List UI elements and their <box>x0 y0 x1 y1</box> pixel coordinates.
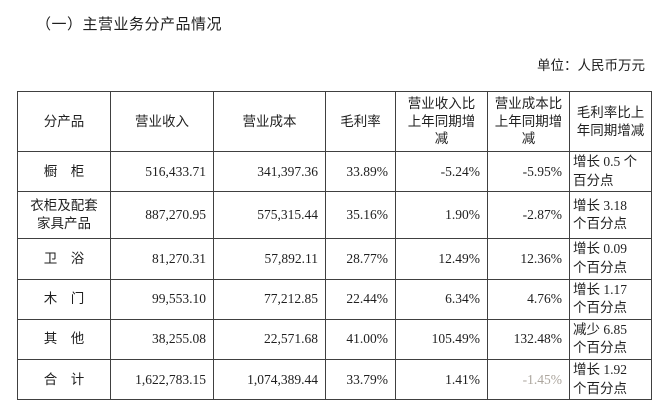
cell-cost: 22,571.68 <box>213 318 326 361</box>
header-row: 分产品 营业收入 营业成本 毛利率 营业收入比 上年同期增 减 营业成本比 上年… <box>17 91 652 152</box>
cell-cost-change: 12.36% <box>487 238 570 280</box>
cell-cost: 57,892.11 <box>213 238 326 280</box>
cell-cost: 341,397.36 <box>213 150 326 193</box>
cell-cost-change: 4.76% <box>487 278 570 320</box>
cell-cost-change: 132.48% <box>487 318 570 361</box>
cell-margin: 22.44% <box>325 278 396 320</box>
cell-revenue-change: 1.41% <box>395 358 488 401</box>
table-row-bathroom: 卫 浴 81,270.31 57,892.11 28.77% 12.49% 12… <box>17 238 652 280</box>
cell-cost: 1,074,389.44 <box>213 358 326 401</box>
table-row-other: 其 他 38,255.08 22,571.68 41.00% 105.49% 1… <box>17 318 652 361</box>
cell-cost: 575,315.44 <box>213 191 326 240</box>
cell-revenue-change: 105.49% <box>395 318 488 361</box>
header-cell-margin: 毛利率 <box>325 91 396 152</box>
header-cell-revenue: 营业收入 <box>110 91 214 152</box>
page-title: （一）主营业务分产品情况 <box>36 17 223 33</box>
cell-cost: 77,212.85 <box>213 278 326 320</box>
cell-margin-change: 减少 6.85 个百分点 <box>569 318 652 361</box>
cell-cost-change: -5.95% <box>487 150 570 193</box>
table-row-wooden-door: 木 门 99,553.10 77,212.85 22.44% 6.34% 4.7… <box>17 278 652 320</box>
header-cell-revenue-change: 营业收入比 上年同期增 减 <box>395 91 488 152</box>
cell-revenue-change: -5.24% <box>395 150 488 193</box>
cell-product: 卫 浴 <box>17 238 111 280</box>
cell-revenue: 516,433.71 <box>110 150 214 193</box>
unit-label: 单位：人民币万元 <box>537 58 645 73</box>
cell-margin: 28.77% <box>325 238 396 280</box>
table-row-cabinet: 橱 柜 516,433.71 341,397.36 33.89% -5.24% … <box>17 150 652 193</box>
cell-product: 其 他 <box>17 318 111 361</box>
cell-margin-change: 增长 1.92 个百分点 <box>569 358 652 401</box>
table-row-wardrobe: 衣柜及配套 家具产品 887,270.95 575,315.44 35.16% … <box>17 191 652 240</box>
cell-margin: 35.16% <box>325 191 396 240</box>
cell-margin-change: 增长 0.5 个 百分点 <box>569 150 652 193</box>
cell-revenue-change: 6.34% <box>395 278 488 320</box>
cell-revenue: 38,255.08 <box>110 318 214 361</box>
cell-margin-change: 增长 1.17 个百分点 <box>569 278 652 320</box>
cell-cost-change: -2.87% <box>487 191 570 240</box>
cell-revenue-change: 12.49% <box>395 238 488 280</box>
cell-revenue: 887,270.95 <box>110 191 214 240</box>
cell-product: 合 计 <box>17 358 111 401</box>
products-table: 分产品 营业收入 营业成本 毛利率 营业收入比 上年同期增 减 营业成本比 上年… <box>17 91 652 401</box>
cell-margin: 41.00% <box>325 318 396 361</box>
header-cell-margin-change: 毛利率比上 年同期增减 <box>569 91 652 152</box>
header-cell-cost-change: 营业成本比 上年同期增 减 <box>487 91 570 152</box>
header-cell-cost: 营业成本 <box>213 91 326 152</box>
cell-revenue: 99,553.10 <box>110 278 214 320</box>
cell-product: 衣柜及配套 家具产品 <box>17 191 111 240</box>
cell-revenue: 1,622,783.15 <box>110 358 214 401</box>
cell-product: 木 门 <box>17 278 111 320</box>
cell-revenue: 81,270.31 <box>110 238 214 280</box>
cell-margin: 33.89% <box>325 150 396 193</box>
cell-margin-change: 增长 3.18 个百分点 <box>569 191 652 240</box>
cell-revenue-change: 1.90% <box>395 191 488 240</box>
cell-margin-change: 增长 0.09 个百分点 <box>569 238 652 280</box>
cell-margin: 33.79% <box>325 358 396 401</box>
cell-product: 橱 柜 <box>17 150 111 193</box>
cell-cost-change-faded: -1.45% <box>487 358 570 401</box>
header-cell-product: 分产品 <box>17 91 111 152</box>
table-row-total: 合 计 1,622,783.15 1,074,389.44 33.79% 1.4… <box>17 358 652 401</box>
